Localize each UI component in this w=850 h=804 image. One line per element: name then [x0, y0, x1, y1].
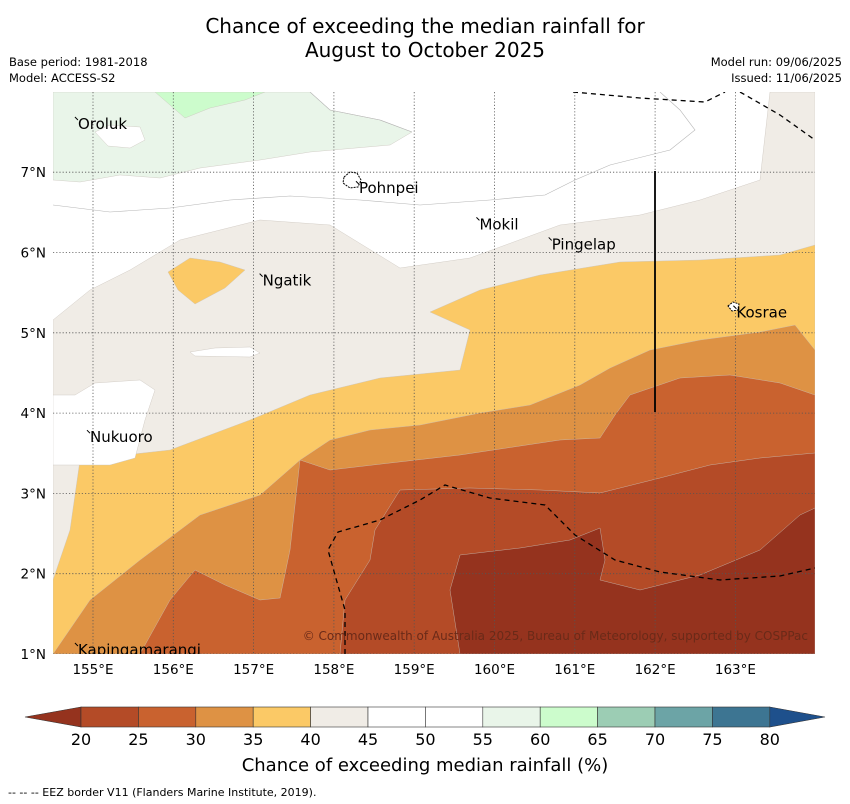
x-tick-label: 158°E — [313, 662, 354, 678]
place-label: Pingelap — [552, 235, 616, 253]
colorbar-tick-label: 75 — [702, 730, 722, 749]
y-tick-label: 5°N — [21, 326, 46, 342]
place-label: Pohnpei — [359, 179, 419, 197]
y-tick-label: 4°N — [21, 406, 46, 422]
y-tick-label: 3°N — [21, 486, 46, 502]
place-label: Nukuoro — [90, 428, 153, 446]
place-label: Oroluk — [78, 115, 127, 133]
colorbar-tick-label: 60 — [530, 730, 550, 749]
place-marker — [74, 116, 79, 121]
colorbar-tick-label: 20 — [71, 730, 91, 749]
meta-left: Base period: 1981-2018 Model: ACCESS-S2 — [9, 54, 148, 86]
x-tick-label: 155°E — [72, 662, 113, 678]
colorbar-swatch — [252, 706, 311, 728]
place-label: Ngatik — [263, 272, 312, 290]
place-label: Kapingamarangi — [78, 641, 201, 659]
band-45-55-patch — [189, 346, 261, 358]
model-name: Model: ACCESS-S2 — [9, 71, 116, 85]
band-45-55-patch — [94, 124, 146, 149]
y-tick-label: 7°N — [21, 165, 46, 181]
x-tick-label: 161°E — [554, 662, 595, 678]
contour-line — [53, 92, 696, 213]
x-tick-label: 157°E — [233, 662, 274, 678]
colorbar-swatch — [482, 706, 541, 728]
colorbar-swatch — [138, 706, 197, 728]
title-line-1: Chance of exceeding the median rainfall … — [205, 14, 645, 38]
x-axis-ticks: 155°E 156°E 157°E 158°E 159°E 160°E 161°E 162°E… — [72, 662, 755, 678]
x-tick-label: 160°E — [474, 662, 515, 678]
footnote: -- -- -- EEZ border V11 (Flanders Marine… — [8, 786, 317, 799]
y-tick-label: 6°N — [21, 246, 46, 262]
band-45-55-patch — [53, 379, 156, 466]
colorbar-tick-label: 55 — [473, 730, 493, 749]
colorbar-swatch — [425, 706, 484, 728]
colorbar-swatch — [597, 706, 656, 728]
x-tick-label: 159°E — [394, 662, 435, 678]
x-tick-label: 163°E — [715, 662, 756, 678]
colorbar-tick-label: 80 — [760, 730, 780, 749]
place-marker — [86, 429, 91, 434]
band-60-65 — [154, 92, 266, 119]
place-label: Kosrae — [736, 304, 787, 322]
colorbar-tick-label: 45 — [358, 730, 378, 749]
colorbar: 20 25 30 35 40 45 50 55 60 65 70 75 80 — [24, 706, 826, 749]
place-labels: Oroluk Pohnpei Mokil Pingelap Ngatik Kosrae Nu… — [74, 115, 787, 659]
y-tick-label: 2°N — [21, 567, 46, 583]
colorbar-extend-high — [769, 706, 826, 728]
place-marker — [733, 305, 737, 310]
place-marker — [355, 180, 360, 185]
colorbar-swatch — [654, 706, 713, 728]
copyright-text: © Commonwealth of Australia 2025, Bureau… — [303, 629, 808, 643]
eez-border — [572, 92, 726, 103]
y-axis-ticks: 7°N 6°N 5°N 4°N 3°N 2°N 1°N — [21, 165, 46, 663]
colorbar-swatch — [539, 706, 598, 728]
x-tick-label: 156°E — [153, 662, 194, 678]
meta-right: Model run: 09/06/2025 Issued: 11/06/2025 — [711, 54, 842, 86]
base-period: Base period: 1981-2018 — [9, 55, 148, 69]
x-tick-label: 162°E — [635, 662, 676, 678]
map-plot-area: Oroluk Pohnpei Mokil Pingelap Ngatik Kosrae Nu… — [53, 92, 815, 659]
map-gridlines — [53, 92, 815, 654]
colorbar-swatch — [367, 706, 426, 728]
colorbar-swatch — [310, 706, 369, 728]
contour-line — [309, 92, 413, 133]
chart-title: Chance of exceeding the median rainfall … — [0, 14, 850, 62]
colorbar-tick-label: 40 — [300, 730, 320, 749]
pohnpei-island-icon — [342, 171, 362, 189]
colorbar-tick-label: 50 — [415, 730, 435, 749]
band-35-40-patch — [167, 257, 246, 305]
place-marker — [548, 237, 553, 241]
colorbar-tick-label: 35 — [243, 730, 263, 749]
place-label: Mokil — [479, 215, 518, 233]
colorbar-tick-label: 25 — [128, 730, 148, 749]
band-below-20 — [449, 507, 815, 654]
eez-border — [739, 92, 815, 141]
y-tick-label: 1°N — [21, 647, 46, 663]
colorbar-swatch — [80, 706, 139, 728]
colorbar-tick-label: 70 — [645, 730, 665, 749]
model-run: Model run: 09/06/2025 — [710, 55, 842, 69]
colorbar-extend-low — [24, 706, 82, 728]
colorbar-tick-label: 30 — [186, 730, 206, 749]
colorbar-label: Chance of exceeding median rainfall (%) — [241, 755, 609, 776]
colorbar-tick-label: 65 — [587, 730, 607, 749]
issued-date: Issued: 11/06/2025 — [731, 71, 842, 85]
place-marker — [259, 273, 263, 277]
title-line-2: August to October 2025 — [304, 38, 546, 62]
place-marker — [476, 217, 480, 221]
place-marker — [74, 642, 79, 647]
colorbar-swatch — [195, 706, 254, 728]
colorbar-swatch — [712, 706, 771, 728]
eez-border — [327, 484, 815, 654]
